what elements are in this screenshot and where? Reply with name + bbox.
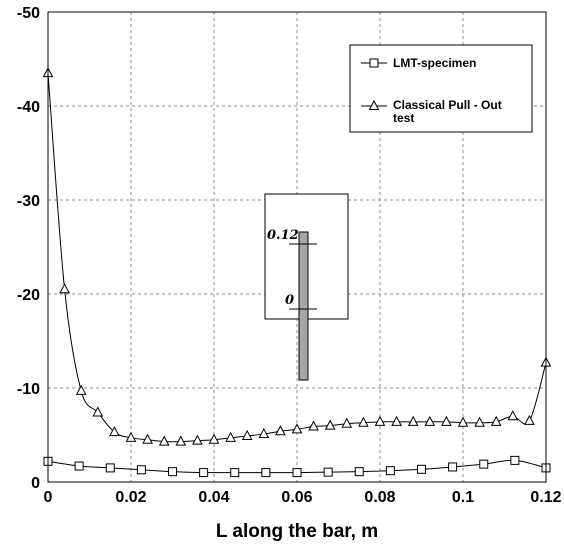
data-point-triangle <box>225 431 236 442</box>
legend-label-lmt: LMT-specimen <box>393 56 476 70</box>
data-point-triangle <box>524 414 535 425</box>
data-point-triangle <box>490 415 502 426</box>
data-point-triangle <box>142 433 153 444</box>
specimen-inset: 0.12 0 <box>264 193 349 381</box>
data-point-square <box>479 459 489 469</box>
inset-bar <box>298 231 309 381</box>
legend-label-pullout-line1: Classical Pull - Out <box>393 98 502 112</box>
series-2 <box>42 67 552 446</box>
data-point-triangle <box>241 429 253 440</box>
data-point-triangle <box>424 415 436 426</box>
data-point-triangle <box>75 384 87 395</box>
legend-label-pullout-line2: test <box>393 111 414 125</box>
data-point-triangle <box>258 427 270 439</box>
inset-label-top: 0.12 <box>267 228 299 243</box>
plot-area-frame <box>47 11 547 483</box>
x-tick-label: 0.04 <box>198 489 229 506</box>
data-point-square <box>74 461 84 471</box>
legend-label-pullout: Classical Pull - Out test <box>393 98 505 125</box>
data-point-square <box>136 465 146 475</box>
data-point-triangle <box>92 406 104 417</box>
data-point-triangle <box>109 426 120 437</box>
data-point-triangle <box>441 415 452 426</box>
data-point-triangle <box>324 419 336 430</box>
data-point-triangle <box>291 423 303 434</box>
data-point-triangle <box>407 415 419 426</box>
x-tick-label: 0.02 <box>115 489 146 506</box>
data-point-triangle <box>358 416 369 427</box>
y-tick-label: 0 <box>31 475 40 492</box>
data-point-triangle <box>474 416 485 427</box>
x-tick-label: 0 <box>44 489 53 506</box>
data-point-triangle <box>341 417 353 428</box>
data-point-square <box>199 468 209 478</box>
data-point-triangle <box>175 435 187 446</box>
data-point-square <box>261 468 271 478</box>
legend-box <box>349 44 533 133</box>
x-tick-label: 0.06 <box>281 489 312 506</box>
data-point-triangle <box>391 415 402 426</box>
data-point-triangle <box>59 283 70 294</box>
data-point-triangle <box>308 420 319 431</box>
data-point-square <box>292 468 302 478</box>
series-1 <box>43 455 551 478</box>
y-tick-label: -10 <box>17 381 40 398</box>
data-point-triangle <box>192 434 203 445</box>
data-point-square <box>105 463 115 473</box>
data-point-square <box>385 466 395 476</box>
data-point-square <box>448 462 458 472</box>
data-point-triangle <box>208 433 220 444</box>
legend-marker-triangle-icon <box>368 99 380 110</box>
data-point-square <box>323 467 333 477</box>
data-point-triangle <box>275 425 286 436</box>
data-point-triangle <box>507 410 519 421</box>
y-tick-label: -20 <box>17 287 40 304</box>
data-point-square <box>417 464 426 474</box>
data-point-triangle <box>158 435 170 446</box>
legend-marker-square-icon <box>369 58 379 68</box>
y-tick-label: -30 <box>17 193 40 210</box>
legend: LMT-specimen Classical Pull - Out test <box>349 44 533 133</box>
y-tick-label: -40 <box>17 99 40 116</box>
x-tick-label: 0.1 <box>452 489 474 506</box>
data-point-triangle <box>125 431 137 442</box>
axis-ticks: 0 0.02 0.04 0.06 0.08 0.1 0.12 0 -10 -20 -30 -40 -50 <box>17 5 562 506</box>
data-point-triangle <box>374 415 386 426</box>
y-tick-label: -50 <box>17 5 40 22</box>
series-layer <box>42 67 552 478</box>
data-point-square <box>354 467 364 477</box>
x-tick-label: 0.08 <box>364 489 395 506</box>
data-point-triangle <box>457 416 469 427</box>
data-point-square <box>168 467 177 477</box>
x-tick-label: 0.12 <box>530 489 561 506</box>
data-point-square <box>230 468 240 478</box>
inset-label-bottom: 0 <box>285 293 294 308</box>
x-axis-label: L along the bar, m <box>216 521 378 542</box>
data-point-square <box>510 455 520 465</box>
